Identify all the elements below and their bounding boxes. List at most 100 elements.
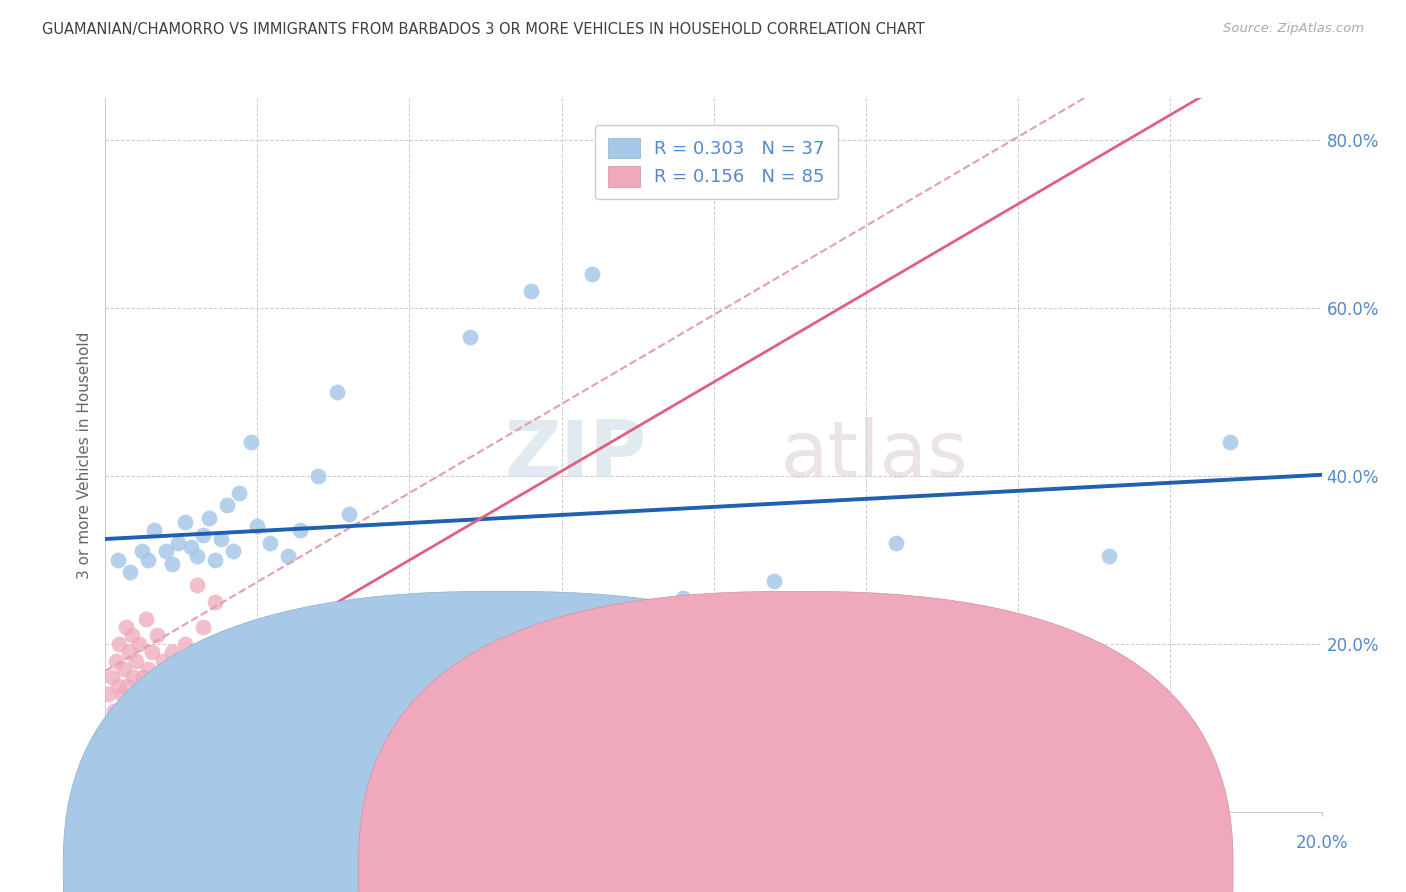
Point <box>115 679 138 693</box>
Point <box>173 637 195 651</box>
Point <box>167 670 190 684</box>
Point <box>115 780 138 794</box>
Legend: R = 0.303   N = 37, R = 0.156   N = 85: R = 0.303 N = 37, R = 0.156 N = 85 <box>595 125 838 199</box>
Point <box>103 763 125 777</box>
Point <box>121 628 143 642</box>
Point <box>146 628 169 642</box>
Point <box>458 330 481 344</box>
Point <box>204 553 226 567</box>
Point <box>246 620 269 634</box>
Point <box>110 729 132 743</box>
Point <box>98 721 121 735</box>
Point <box>884 536 907 550</box>
Point <box>204 595 226 609</box>
Point <box>132 670 155 684</box>
Text: Immigrants from Barbados: Immigrants from Barbados <box>818 860 1024 874</box>
Text: GUAMANIAN/CHAMORRO VS IMMIGRANTS FROM BARBADOS 3 OR MORE VEHICLES IN HOUSEHOLD C: GUAMANIAN/CHAMORRO VS IMMIGRANTS FROM BA… <box>42 22 925 37</box>
Point <box>107 788 129 802</box>
Point <box>117 645 139 659</box>
Point <box>191 527 214 541</box>
Point <box>110 755 132 769</box>
Point <box>307 704 329 718</box>
Point <box>141 645 163 659</box>
Point <box>104 654 127 668</box>
Point <box>114 704 136 718</box>
Point <box>150 729 173 743</box>
Point <box>143 755 166 769</box>
Point <box>131 729 153 743</box>
Point <box>167 536 190 550</box>
Point <box>307 469 329 483</box>
Point <box>117 738 139 752</box>
Point <box>110 780 132 794</box>
Point <box>118 771 141 785</box>
Point <box>143 746 166 760</box>
Point <box>120 746 142 760</box>
Point <box>100 670 122 684</box>
Point <box>165 696 187 710</box>
Point <box>107 771 129 785</box>
Point <box>337 507 360 521</box>
Point <box>191 620 214 634</box>
Point <box>114 620 136 634</box>
Point <box>277 670 299 684</box>
Point <box>107 679 129 693</box>
Point <box>125 654 148 668</box>
Point <box>111 687 134 701</box>
Point <box>100 780 122 794</box>
Point <box>148 712 170 726</box>
Point <box>398 687 420 701</box>
Point <box>149 729 172 743</box>
Point <box>155 544 177 558</box>
Point <box>180 541 202 555</box>
Point <box>217 637 239 651</box>
Point <box>127 755 149 769</box>
Text: atlas: atlas <box>780 417 967 493</box>
Point <box>108 712 131 726</box>
Point <box>228 654 250 668</box>
Point <box>111 755 134 769</box>
Point <box>1219 435 1241 450</box>
Point <box>180 654 202 668</box>
Point <box>222 544 245 558</box>
Point <box>149 670 172 684</box>
Point <box>217 498 239 512</box>
Point <box>135 612 157 626</box>
Point <box>429 699 451 714</box>
Point <box>246 519 269 533</box>
Text: Source: ZipAtlas.com: Source: ZipAtlas.com <box>1223 22 1364 36</box>
Point <box>112 662 135 676</box>
Point <box>118 696 141 710</box>
Point <box>198 511 221 525</box>
Point <box>125 771 148 785</box>
Point <box>101 738 124 752</box>
Text: 20.0%: 20.0% <box>1295 834 1348 852</box>
Point <box>125 780 148 794</box>
Point <box>131 763 153 777</box>
Point <box>121 738 143 752</box>
Point <box>173 515 195 529</box>
Point <box>581 268 603 282</box>
Point <box>152 654 174 668</box>
Point <box>167 721 190 735</box>
Point <box>136 553 159 567</box>
Point <box>138 738 160 752</box>
Point <box>136 662 159 676</box>
Point <box>672 591 695 605</box>
Point <box>103 704 125 718</box>
Point <box>143 524 166 538</box>
Point <box>125 704 148 718</box>
Point <box>115 788 138 802</box>
Point <box>136 771 159 785</box>
Point <box>131 755 153 769</box>
Point <box>118 746 141 760</box>
Point <box>97 687 120 701</box>
Point <box>105 746 128 760</box>
Point <box>162 557 184 571</box>
Point <box>209 532 232 546</box>
Point <box>228 485 250 500</box>
Point <box>325 384 347 399</box>
Point <box>108 637 131 651</box>
Point <box>186 578 208 592</box>
Point <box>259 536 281 550</box>
